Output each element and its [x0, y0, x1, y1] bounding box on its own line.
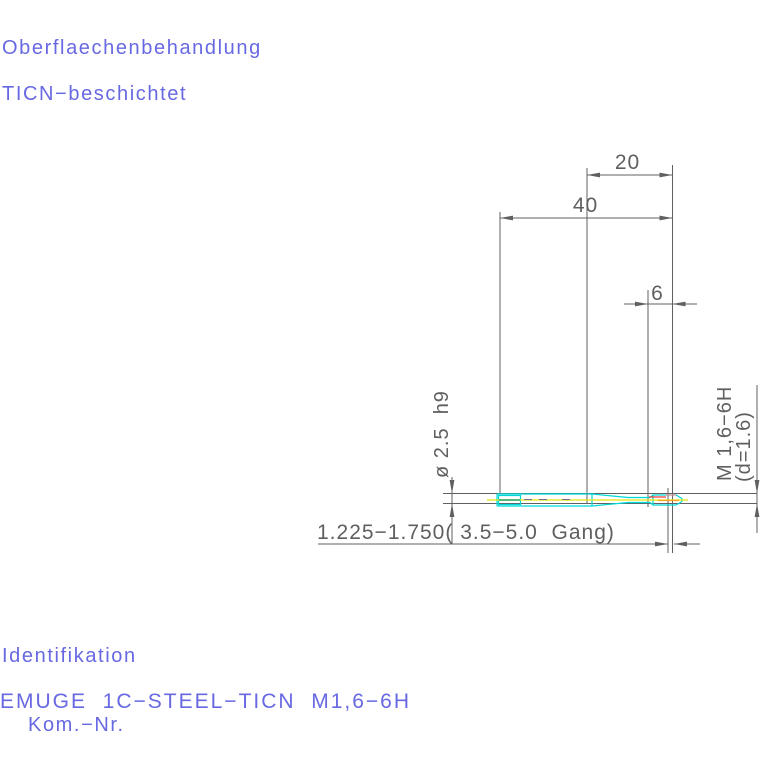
thread-length-dimension-label: 1.225−1.750( 3.5−5.0 Gang)	[317, 521, 615, 544]
surface-treatment-value: TICN−beschichtet	[2, 83, 188, 105]
identification-value: EMUGE 1C−STEEL−TICN M1,6−6H	[0, 690, 412, 713]
surface-treatment-label: Oberflaechenbehandlung	[2, 37, 262, 59]
dimension-40-label: 40	[572, 194, 599, 217]
thread-diameter-label: (d=1.6)	[733, 411, 755, 482]
identification-label: Identifikation	[2, 645, 137, 667]
dimension-20-label: 20	[614, 151, 641, 174]
shank-diameter-label: ø 2.5 h9	[431, 390, 453, 478]
dimension-6-label: 6	[651, 282, 664, 305]
kom-nr-label: Kom.−Nr.	[28, 714, 125, 736]
